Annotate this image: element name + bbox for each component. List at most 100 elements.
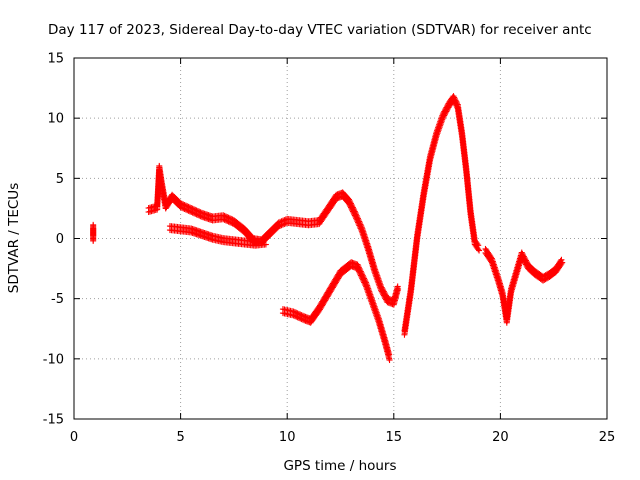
plot-frame [73,57,608,420]
data-point [228,215,235,222]
data-point [357,267,364,274]
data-point [451,95,458,102]
data-point [357,221,364,228]
data-point [380,288,387,295]
data-point [194,208,201,215]
data-point [279,217,286,224]
data-point [476,247,483,254]
data-point [180,201,187,208]
data-point [361,275,368,282]
data-point [193,207,200,214]
data-point [356,219,363,226]
data-point [277,218,284,225]
data-point [380,287,387,294]
data-point [519,250,526,257]
data-point [347,199,354,206]
data-point [357,268,364,275]
data-point [192,206,199,213]
data-point [454,100,461,107]
data-point [395,286,402,293]
data-point [474,241,481,248]
data-point [350,205,357,212]
data-point [378,283,385,290]
data-point [361,276,368,283]
data-point [294,310,301,317]
x-tick-label: 5 [176,430,184,445]
x-tick-label: 10 [279,430,296,445]
data-point [220,212,227,219]
data-point [523,258,530,265]
data-point [518,249,525,256]
data-point [226,215,233,222]
data-point [381,289,388,296]
data-point [354,261,361,268]
data-point [356,265,363,272]
data-point [453,98,460,105]
data-point [190,206,197,213]
y-tick-label: 0 [56,232,64,247]
data-point [358,222,365,229]
data-point [360,274,367,281]
data-point [184,203,191,210]
data-point [451,94,458,101]
axis-ticks: 0 5 10 15 20 25 -15 -10 -5 0 5 10 15 [43,52,616,446]
data-point [354,215,361,222]
data-point [351,207,358,214]
x-tick-label: 25 [599,430,616,445]
data-point [293,309,300,316]
data-point [359,272,366,279]
data-point [520,253,527,260]
data-point [221,212,228,219]
data-point [222,213,229,220]
data-point [540,273,547,280]
data-marks [90,93,566,364]
data-point [353,211,360,218]
data-point [299,312,306,319]
data-point [382,292,389,299]
data-point [378,284,385,291]
data-point [522,256,529,263]
data-point [298,312,305,319]
data-point [359,271,366,278]
data-point [349,204,356,211]
data-point [90,237,97,244]
data-point [354,214,361,221]
data-point [358,269,365,276]
data-point [522,257,529,264]
data-point [356,218,363,225]
data-point [225,214,232,221]
data-point [559,259,566,266]
y-tick-label: 5 [56,172,64,187]
data-point [558,256,565,263]
data-point [197,209,204,216]
data-point [362,278,369,285]
data-point [450,93,457,100]
data-point [90,232,97,239]
data-point [281,217,288,224]
data-point [452,97,459,104]
data-point [541,272,548,279]
data-point [262,241,269,248]
data-point [185,203,192,210]
data-point [353,212,360,219]
y-tick-label: -5 [51,292,64,307]
data-point [348,201,355,208]
data-point [379,285,386,292]
data-point [182,202,189,209]
data-point [186,204,193,211]
data-point [278,218,285,225]
data-point [196,208,203,215]
data-point [349,203,356,210]
data-point [177,200,184,207]
y-tick-label: 10 [47,112,64,127]
data-point [290,308,297,315]
data-point [543,271,550,278]
data-point [520,252,527,259]
data-point [542,272,549,279]
data-point [261,237,268,244]
data-point [475,242,482,249]
y-axis-label: SDTVAR / TECUs [6,183,22,293]
data-point [346,197,353,204]
data-point [224,214,231,221]
